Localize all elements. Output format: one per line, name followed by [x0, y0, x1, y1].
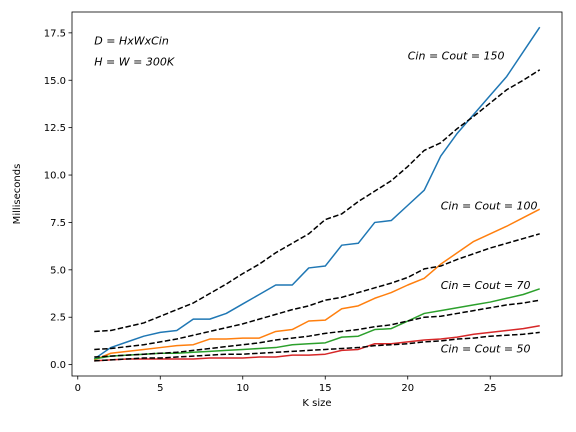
series-line-6	[94, 233, 540, 351]
x-axis-label: K size	[302, 398, 331, 409]
annotation-label: H = W = 300K	[94, 55, 175, 68]
annotation-label: D = HxWxCin	[94, 34, 169, 47]
y-tick-label: 17.5	[44, 28, 66, 39]
y-axis-label: Milliseconds	[12, 164, 23, 225]
annotation-label: Cin = Cout = 50	[441, 343, 531, 356]
annotation-label: Cin = Cout = 150	[408, 50, 505, 63]
annotation-label: Cin = Cout = 70	[441, 279, 531, 292]
series-line-5	[94, 69, 541, 333]
x-tick-label: 5	[157, 383, 163, 394]
series-line-8	[94, 331, 540, 362]
x-tick-label: 0	[75, 383, 81, 394]
annotation-label: Cin = Cout = 100	[441, 199, 538, 212]
y-tick-label: 0.0	[50, 360, 66, 371]
y-tick-label: 10.0	[44, 171, 66, 182]
y-tick-label: 12.5	[44, 123, 66, 134]
x-tick-label: 10	[236, 383, 249, 394]
y-tick-label: 15.0	[44, 76, 66, 87]
plot-frame	[71, 11, 563, 377]
annotations: D = HxWxCin H = W = 300K Cin = Cout = 150 C…	[94, 34, 537, 355]
series-line-2	[93, 208, 541, 361]
series-layer	[93, 26, 541, 362]
y-tick-label: 5.0	[50, 265, 66, 276]
x-tick-label: 15	[319, 383, 332, 394]
y-tick-label: 7.5	[50, 218, 66, 229]
y-axis: 0.0 2.5 5.0 7.5 10.0 12.5 15.0 17.5	[44, 28, 72, 371]
y-tick-label: 2.5	[50, 313, 66, 324]
x-axis: 0 5 10 15 20 25	[75, 376, 497, 394]
series-line-1	[93, 26, 541, 360]
series-line-7	[94, 299, 540, 358]
x-tick-label: 20	[401, 383, 414, 394]
x-tick-label: 25	[484, 383, 497, 394]
series-line-4	[94, 325, 540, 362]
